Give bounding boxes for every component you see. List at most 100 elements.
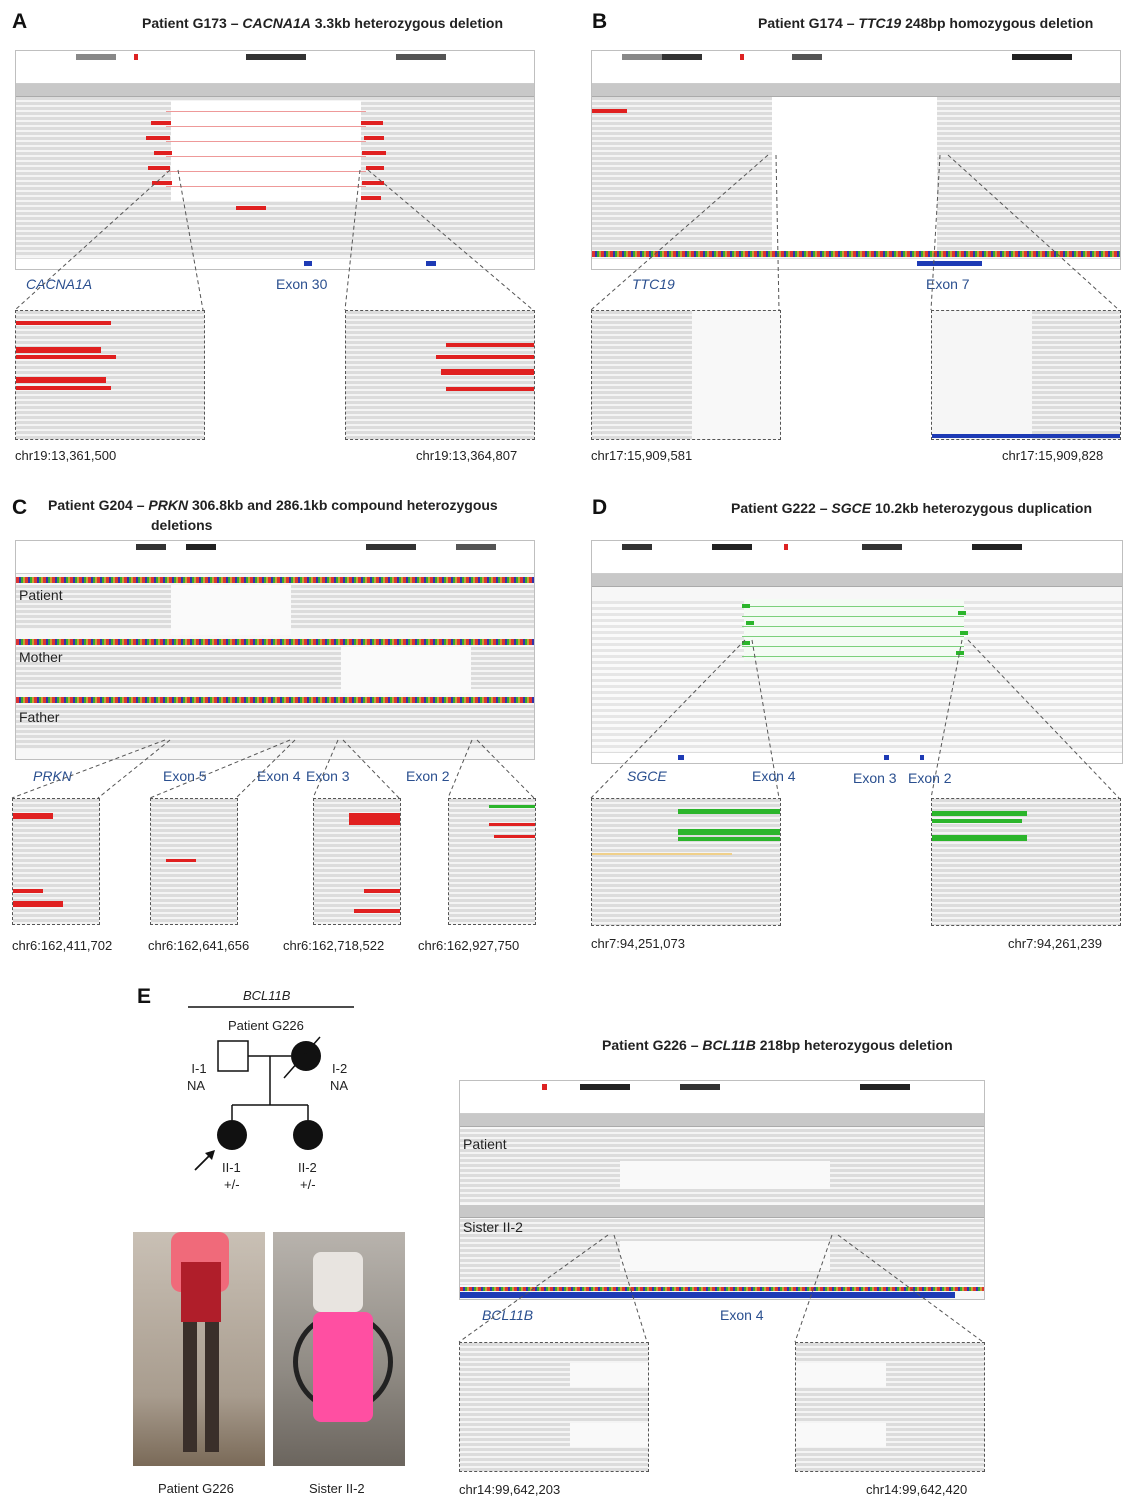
gene-label-d: SGCE — [627, 768, 667, 784]
pedigree-family: Patient G226 — [228, 1018, 304, 1033]
title-suffix: 248bp homozygous deletion — [905, 15, 1094, 31]
igv-view-a — [15, 50, 535, 270]
ruler — [16, 553, 534, 574]
member-i1-id: I-1 — [191, 1061, 207, 1076]
gene-track — [592, 752, 1122, 763]
zoom-right-b — [931, 310, 1121, 440]
panel-label-c: C — [12, 496, 28, 519]
panel-e-title: Patient G226 – BCL11B 218bp heterozygous… — [602, 1037, 953, 1053]
exon-label-d-2: Exon 2 — [908, 770, 952, 786]
panel-c-title-line2: deletions — [151, 517, 213, 533]
exon-label-c-2: Exon 2 — [406, 768, 450, 784]
track-label-father: Father — [19, 709, 60, 725]
exon-mark — [884, 755, 889, 760]
panel-b-title: Patient G174 – TTC19 248bp homozygous de… — [758, 15, 1093, 31]
exon-label-c-4: Exon 4 — [257, 768, 301, 784]
zoom-right-a — [345, 310, 535, 440]
zoom-c-4 — [448, 798, 536, 925]
pedigree-mother-circle — [291, 1041, 321, 1071]
zoom-left-e — [459, 1342, 649, 1472]
gene-label-a: CACNA1A — [26, 276, 93, 292]
coverage-track — [16, 84, 534, 97]
zoom-right-e — [795, 1342, 985, 1472]
title-gene: BCL11B — [702, 1037, 756, 1053]
ideogram — [16, 51, 534, 63]
coord-left-e: chr14:99,642,203 — [459, 1482, 561, 1497]
member-ii1-id: II-1 — [222, 1160, 241, 1175]
exon-mark — [678, 755, 684, 760]
ideogram — [592, 51, 1120, 63]
igv-view-d — [591, 540, 1123, 764]
member-ii2-id: II-2 — [298, 1160, 317, 1175]
exon-label-a: Exon 30 — [276, 276, 328, 292]
exon-label-d-3: Exon 3 — [853, 770, 897, 786]
title-gene: CACNA1A — [242, 15, 311, 31]
track-label-e-sister: Sister II-2 — [463, 1219, 523, 1235]
photo-sister — [273, 1232, 405, 1466]
exon-label-c-5: Exon 5 — [163, 768, 207, 784]
igv-view-b — [591, 50, 1121, 270]
ideogram — [460, 1081, 984, 1093]
title-suffix: 218bp heterozygous deletion — [759, 1037, 953, 1053]
exon-label-e: Exon 4 — [720, 1307, 764, 1323]
zoom-c-1 — [12, 798, 100, 925]
zoom-left-b — [591, 310, 781, 440]
member-i2-id: I-2 — [332, 1061, 348, 1076]
coord-right-b: chr17:15,909,828 — [1002, 448, 1104, 463]
title-suffix: 3.3kb heterozygous deletion — [314, 15, 503, 31]
coverage-track — [592, 574, 1122, 587]
photo-caption-sister: Sister II-2 — [309, 1481, 365, 1496]
coord-left-d: chr7:94,251,073 — [591, 936, 685, 951]
pedigree-gene: BCL11B — [243, 988, 291, 1003]
photo-caption-patient: Patient G226 — [158, 1481, 234, 1496]
coord-left-a: chr19:13,361,500 — [15, 448, 117, 463]
panel-label-d: D — [592, 496, 608, 519]
title-prefix: Patient G174 – — [758, 15, 855, 31]
zoom-c-2 — [150, 798, 238, 925]
pedigree-sister-circle — [293, 1120, 323, 1150]
zoom-right-d — [931, 798, 1121, 926]
zoom-c-3 — [313, 798, 401, 925]
duplication-region — [744, 599, 964, 661]
title-prefix: Patient G226 – — [602, 1037, 699, 1053]
coverage-track — [592, 84, 1120, 97]
panel-a-title: Patient G173 – CACNA1A 3.3kb heterozygou… — [142, 15, 503, 31]
title-suffix: 10.2kb heterozygous duplication — [874, 500, 1093, 516]
exon-label-c-3: Exon 3 — [306, 768, 350, 784]
exon-mark — [426, 261, 436, 266]
gene-label-b: TTC19 — [632, 276, 675, 292]
ruler — [460, 1093, 984, 1114]
title-prefix: Patient G204 – — [48, 497, 145, 513]
title-gene: SGCE — [831, 500, 872, 516]
title-prefix: Patient G222 – — [731, 500, 828, 516]
igv-view-c — [15, 540, 535, 760]
exon-mark — [304, 261, 312, 266]
pedigree-proband-circle — [217, 1120, 247, 1150]
panel-label-a: A — [12, 10, 28, 33]
member-ii2-status: +/- — [300, 1177, 316, 1192]
coord-left-b: chr17:15,909,581 — [591, 448, 693, 463]
coord-c-4: chr6:162,927,750 — [418, 938, 520, 953]
title-suffix: 306.8kb and 286.1kb compound heterozygou… — [191, 497, 498, 513]
exon-mark — [917, 261, 982, 266]
coord-right-e: chr14:99,642,420 — [866, 1482, 968, 1497]
exon-mark — [920, 755, 924, 760]
title-prefix: Patient G173 – — [142, 15, 239, 31]
track-label-e-patient: Patient — [463, 1136, 507, 1152]
member-i1-status: NA — [187, 1078, 206, 1093]
coverage-track — [460, 1114, 984, 1127]
ruler — [592, 553, 1122, 574]
photo-patient — [133, 1232, 265, 1466]
deletion-region — [171, 101, 361, 201]
panel-label-b: B — [592, 10, 608, 33]
pedigree-father-square — [217, 1040, 249, 1072]
ruler — [16, 63, 534, 84]
title-gene: PRKN — [148, 497, 189, 513]
gene-track — [592, 258, 1120, 269]
panel-c-title: Patient G204 – PRKN 306.8kb and 286.1kb … — [48, 497, 498, 513]
coord-right-a: chr19:13,364,807 — [416, 448, 518, 463]
